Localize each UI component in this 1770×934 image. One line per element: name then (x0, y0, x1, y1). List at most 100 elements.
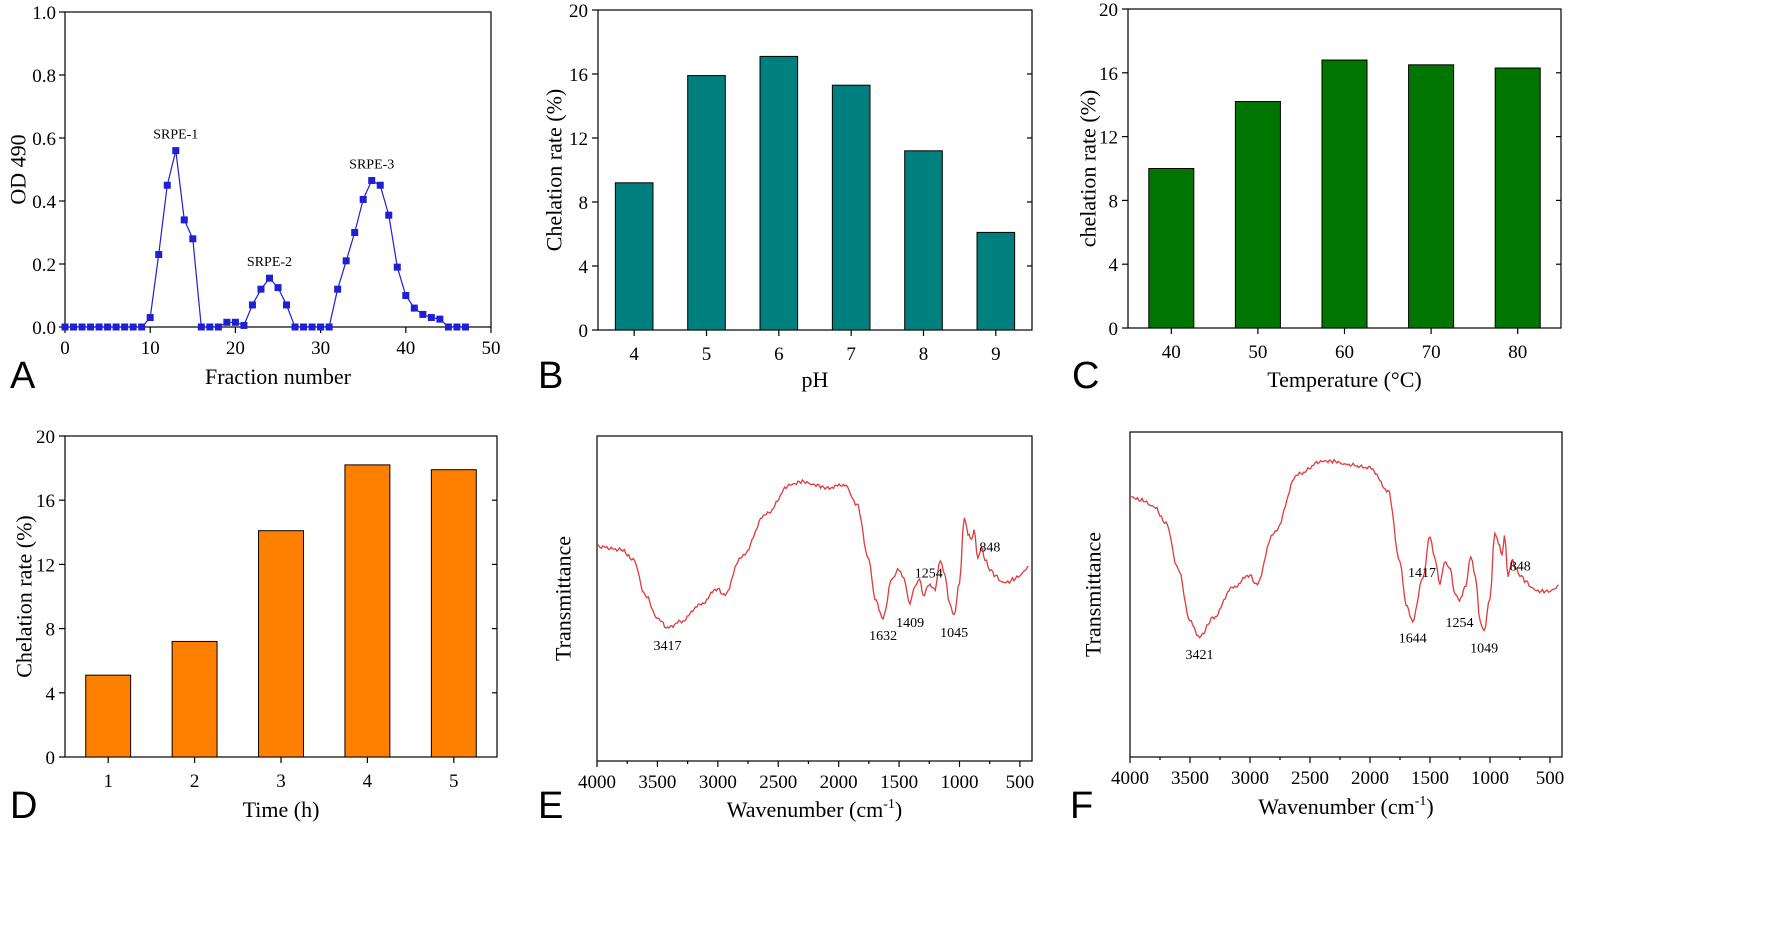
bar (904, 150, 943, 331)
x-axis-title-tail: ) (1426, 794, 1433, 819)
y-tick-label: 20 (36, 427, 55, 448)
data-point (172, 147, 180, 155)
x-tick-label: 4 (363, 771, 373, 792)
plot-frame (597, 9, 1033, 331)
x-tick-label: 60 (1335, 342, 1354, 363)
y-tick-label: 4 (1109, 255, 1119, 276)
data-point (112, 323, 120, 331)
plot-frame (64, 11, 492, 328)
y-tick-label: 16 (36, 491, 55, 512)
x-tick-label: 40 (396, 338, 415, 359)
data-point (410, 304, 418, 312)
panel-letter: A (10, 355, 36, 397)
x-tick-label: 30 (311, 338, 330, 359)
data-point (359, 195, 367, 203)
x-tick-label: 2 (190, 771, 200, 792)
x-tick-label: 1000 (1471, 768, 1509, 789)
annotation-label: 1644 (1399, 632, 1427, 647)
y-tick-label: 16 (1099, 64, 1118, 85)
annotation-label: 1409 (896, 616, 924, 631)
annotation-label: 1254 (1446, 616, 1474, 631)
bar (171, 640, 218, 758)
x-tick-label: 7 (846, 344, 856, 365)
data-point (461, 323, 469, 331)
x-tick-label: 500 (1006, 772, 1035, 793)
data-point (419, 310, 427, 318)
x-tick-label: 3500 (1171, 768, 1209, 789)
x-tick-label: 8 (919, 344, 929, 365)
data-point (231, 318, 239, 326)
panel-f: F Transmittance Wavenumber (cm-1) 4000 3500 3… (1070, 431, 1564, 827)
annotation-label: 848 (1510, 559, 1531, 574)
panel-e: E Transmittance Wavenumber (cm-1) 4000 3500 3… (538, 435, 1035, 827)
bar (614, 182, 654, 331)
data-point (427, 314, 435, 322)
data-point (393, 263, 401, 271)
x-axis-title-main: Wavenumber (cm (727, 797, 883, 822)
y-tick-label: 0.2 (32, 255, 56, 276)
x-tick-label: 20 (226, 338, 245, 359)
data-point (342, 257, 350, 265)
x-tick-label: 1500 (880, 772, 918, 793)
data-point (385, 211, 393, 219)
x-tick-label: 9 (991, 344, 1001, 365)
data-point (257, 285, 265, 293)
panel-letter: F (1070, 785, 1093, 827)
x-axis-title-tail: ) (895, 797, 902, 822)
bar (976, 231, 1016, 331)
data-point (402, 292, 410, 299)
annotation-label: 3421 (1185, 648, 1213, 663)
x-axis-title-sup: -1 (1415, 794, 1427, 809)
x-tick-label: 4 (629, 344, 639, 365)
data-point (180, 216, 188, 224)
panel-letter: B (538, 355, 563, 397)
data-point (240, 321, 248, 329)
x-tick-label: 50 (482, 338, 501, 359)
panel-b: B Chelation rate (%) pH 0 4 8 12 16 20 4 5 6 7 8 9 (538, 1, 1033, 397)
x-axis-title: Fraction number (205, 364, 352, 389)
bar (1148, 168, 1195, 329)
x-tick-label: 1500 (1411, 768, 1449, 789)
x-tick-label: 6 (774, 344, 784, 365)
bar (1408, 64, 1455, 329)
y-tick-label: 0.6 (32, 129, 56, 150)
y-tick-label: 16 (569, 65, 588, 86)
data-point (453, 323, 461, 331)
x-tick-label: 3000 (699, 772, 737, 793)
series-line (65, 150, 466, 328)
y-tick-label: 4 (579, 257, 589, 278)
y-tick-label: 4 (46, 684, 56, 705)
x-tick-label: 0 (60, 338, 70, 359)
x-tick-label: 3000 (1231, 768, 1269, 789)
data-point (334, 285, 342, 293)
data-point (146, 314, 154, 322)
data-point (104, 323, 112, 331)
y-tick-label: 12 (1099, 128, 1118, 149)
annotation-label: 1049 (1470, 641, 1498, 656)
x-axis-title: Wavenumber (cm-1) (1258, 794, 1433, 819)
panel-a: A OD 490 Fraction number 0 10 20 30 40 50 0.0 0.2 0… (6, 3, 501, 397)
bar (258, 530, 304, 758)
y-tick-label: 1.0 (32, 3, 56, 24)
x-axis-title-main: Wavenumber (cm (1258, 794, 1414, 819)
x-tick-label: 50 (1248, 342, 1267, 363)
data-point (189, 235, 197, 243)
x-tick-label: 1000 (941, 772, 979, 793)
data-point (155, 251, 163, 259)
y-axis-title: Transmittance (1081, 532, 1106, 657)
series-line (1129, 458, 1559, 639)
x-axis-title: Wavenumber (cm-1) (727, 797, 902, 822)
annotation-label: SRPE-2 (247, 255, 292, 270)
y-tick-label: 20 (569, 1, 588, 22)
y-tick-label: 8 (1109, 191, 1119, 212)
data-point (223, 318, 231, 326)
x-tick-label: 1 (103, 771, 113, 792)
data-point (214, 323, 222, 331)
y-tick-label: 8 (579, 193, 589, 214)
bar (344, 464, 391, 758)
data-point (436, 315, 444, 323)
bar (1234, 101, 1281, 329)
